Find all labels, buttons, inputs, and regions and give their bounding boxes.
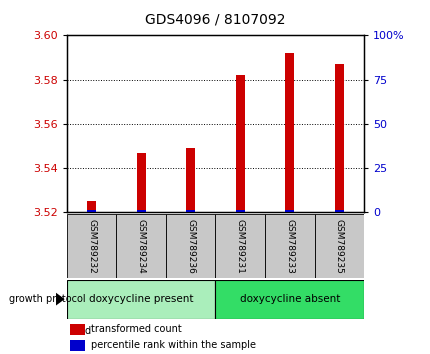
Bar [136, 153, 145, 212]
Text: GSM789233: GSM789233 [285, 218, 294, 274]
Bar [235, 75, 244, 212]
Text: GSM789235: GSM789235 [334, 218, 343, 274]
Text: GSM789231: GSM789231 [235, 218, 244, 274]
Text: GSM789234: GSM789234 [136, 219, 145, 273]
Text: GSM789236: GSM789236 [186, 218, 195, 274]
Bar [314, 214, 363, 278]
Bar [235, 210, 244, 212]
Bar [70, 324, 84, 335]
Text: GSM789232: GSM789232 [87, 219, 96, 273]
Bar [186, 148, 195, 212]
Text: doxycycline absent: doxycycline absent [239, 294, 339, 304]
Polygon shape [56, 293, 64, 306]
Text: growth protocol: growth protocol [9, 294, 85, 304]
Bar [87, 210, 96, 212]
Bar [166, 214, 215, 278]
Bar [215, 214, 264, 278]
Bar [70, 340, 84, 351]
Text: percentile rank within the sample: percentile rank within the sample [90, 340, 255, 350]
Text: GDS4096 / 8107092: GDS4096 / 8107092 [145, 12, 285, 27]
Bar [67, 280, 215, 319]
Text: d: d [84, 326, 90, 336]
Text: transformed count: transformed count [90, 324, 181, 334]
Bar [215, 280, 363, 319]
Bar [285, 210, 294, 212]
Bar [186, 210, 195, 212]
Bar [67, 214, 116, 278]
Bar [334, 210, 343, 212]
Bar [334, 64, 343, 212]
Bar [87, 201, 96, 212]
Bar [264, 214, 314, 278]
Bar [285, 53, 294, 212]
Bar [136, 210, 145, 212]
Text: doxycycline present: doxycycline present [89, 294, 193, 304]
Bar [116, 214, 166, 278]
